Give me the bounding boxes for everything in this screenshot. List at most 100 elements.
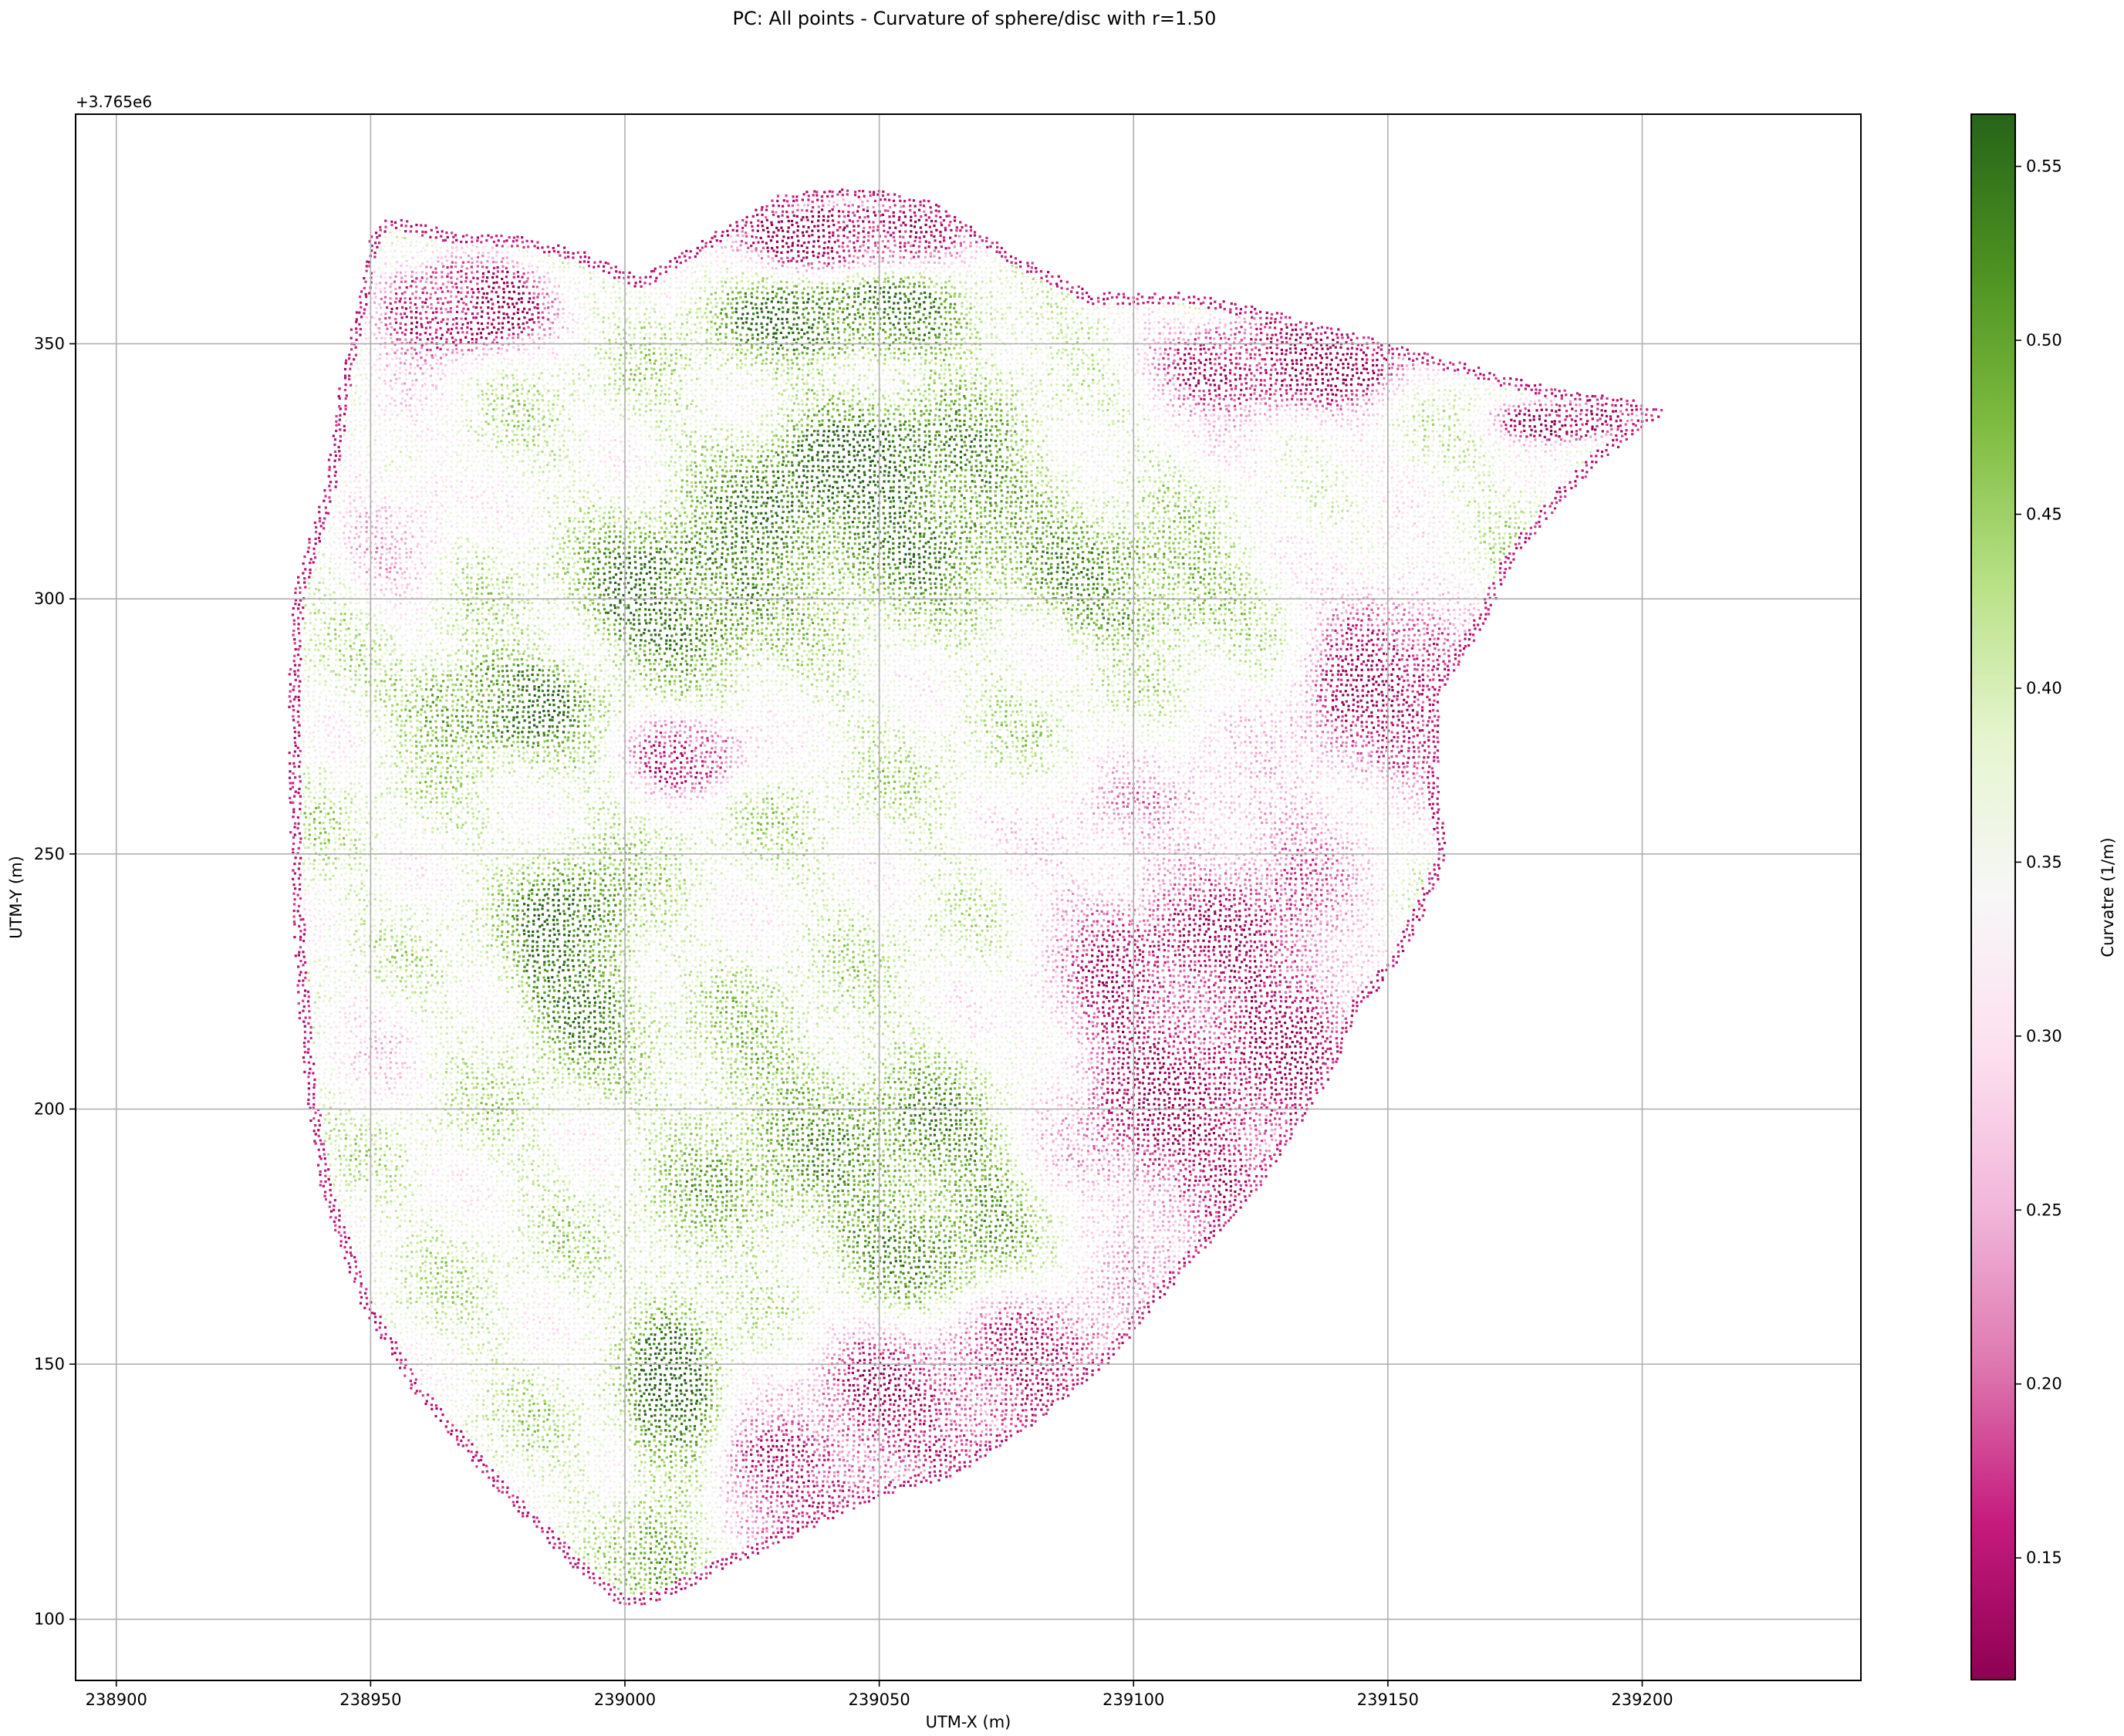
scatter-point: [380, 363, 382, 366]
scatter-point: [294, 887, 296, 890]
scatter-point: [346, 1025, 348, 1028]
scatter-point: [374, 1153, 377, 1155]
scatter-point: [353, 1169, 356, 1171]
scatter-point: [360, 328, 362, 330]
scatter-point: [366, 548, 368, 550]
scatter-point: [325, 874, 327, 876]
scatter-point: [374, 710, 377, 712]
scatter-point: [344, 1257, 346, 1259]
scatter-point: [353, 737, 356, 739]
scatter-point: [323, 885, 326, 887]
scatter-point: [312, 1072, 314, 1074]
scatter-point: [339, 639, 342, 641]
scatter-point: [346, 522, 348, 525]
scatter-point: [359, 609, 361, 611]
scatter-point: [349, 459, 352, 461]
scatter-point: [314, 833, 316, 836]
scatter-point: [353, 499, 356, 502]
scatter-point: [366, 729, 368, 731]
scatter-point: [345, 806, 347, 809]
scatter-point: [366, 806, 368, 809]
scatter-point: [297, 721, 299, 723]
scatter-point: [322, 980, 325, 982]
scatter-point: [318, 836, 320, 839]
scatter-point: [373, 919, 376, 921]
scatter-point: [375, 1040, 377, 1042]
scatter-point: [320, 762, 322, 764]
scatter-point: [364, 1053, 366, 1055]
scatter-point: [297, 816, 299, 819]
scatter-point: [348, 470, 350, 472]
scatter-point: [358, 323, 360, 326]
scatter-point: [298, 867, 300, 870]
scatter-point: [314, 908, 316, 910]
scatter-point: [365, 986, 367, 988]
scatter-point: [375, 307, 377, 309]
scatter-point: [380, 1196, 382, 1198]
scatter-point: [349, 587, 351, 589]
scatter-point: [339, 532, 341, 535]
scatter-point: [318, 701, 320, 704]
scatter-point: [359, 1011, 361, 1013]
scatter-point: [374, 650, 377, 652]
scatter-point: [373, 640, 376, 642]
scatter-point: [349, 1225, 352, 1228]
scatter-point: [380, 1221, 382, 1223]
scatter-point: [344, 1042, 346, 1045]
scatter-point: [348, 775, 350, 778]
scatter-point: [380, 1336, 382, 1339]
scatter-point: [313, 867, 316, 870]
scatter-point: [307, 991, 309, 993]
scatter-point: [333, 827, 335, 829]
scatter-point: [314, 1012, 316, 1015]
scatter-point: [378, 241, 380, 244]
scatter-point: [349, 591, 352, 593]
scatter-point: [339, 879, 341, 881]
scatter-point: [313, 623, 316, 626]
scatter-point: [374, 458, 377, 461]
scatter-point: [327, 1168, 329, 1170]
scatter-point: [363, 736, 366, 738]
scatter-point: [329, 572, 331, 574]
scatter-point: [358, 451, 360, 454]
scatter-point: [307, 694, 309, 697]
scatter-point: [294, 898, 296, 900]
scatter-point: [335, 721, 337, 724]
scatter-point: [319, 1140, 322, 1142]
scatter-point: [308, 777, 310, 779]
scatter-point: [322, 660, 325, 663]
scatter-point: [315, 807, 317, 809]
scatter-point: [339, 827, 341, 829]
scatter-point: [380, 1272, 383, 1275]
scatter-point: [348, 816, 350, 819]
scatter-point: [376, 833, 378, 836]
scatter-point: [312, 848, 315, 850]
scatter-point: [346, 863, 348, 865]
scatter-point: [339, 1245, 342, 1247]
scatter-point: [293, 920, 295, 923]
scatter-point: [358, 1184, 360, 1187]
scatter-point: [360, 918, 363, 920]
scatter-point: [328, 1098, 330, 1100]
scatter-point: [329, 584, 331, 586]
scatter-point: [363, 403, 366, 405]
scatter-point: [305, 691, 307, 693]
scatter-point: [317, 709, 319, 711]
scatter-point: [313, 821, 316, 823]
scatter-point: [374, 873, 377, 876]
scatter-point: [343, 704, 345, 707]
scatter-point: [360, 290, 363, 292]
scatter-point: [363, 944, 365, 946]
scatter-point: [310, 603, 312, 605]
scatter-point: [298, 715, 300, 718]
scatter-point: [313, 964, 316, 967]
scatter-point: [338, 450, 340, 452]
scatter-point: [355, 1265, 357, 1268]
scatter-point: [374, 655, 377, 657]
scatter-point: [305, 765, 307, 768]
scatter-point: [339, 938, 341, 941]
scatter-point: [318, 736, 320, 738]
scatter-point: [333, 956, 336, 958]
scatter-point: [379, 604, 381, 606]
scatter-point: [375, 910, 377, 912]
